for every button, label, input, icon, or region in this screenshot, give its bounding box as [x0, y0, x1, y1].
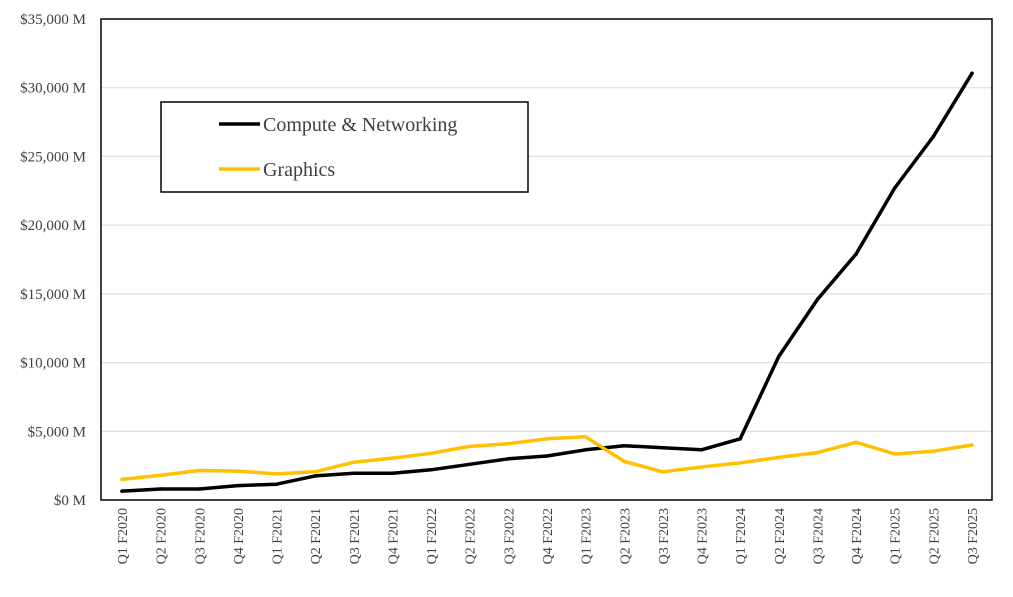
x-tick-label: Q1 F2025: [889, 508, 904, 564]
x-tick-label: Q1 F2023: [580, 508, 595, 564]
data-point-compute-networking: [970, 71, 974, 76]
data-point-compute-networking: [699, 448, 704, 452]
data-point-graphics: [661, 470, 665, 474]
legend-label-graphics: Graphics: [263, 159, 335, 181]
data-point-compute-networking: [158, 487, 163, 491]
data-point-graphics: [970, 443, 974, 447]
data-point-graphics: [777, 455, 781, 460]
data-point-graphics: [313, 470, 317, 474]
plot-area-border: [100, 18, 993, 501]
x-tick-label: Q2 F2021: [309, 508, 324, 564]
data-point-compute-networking: [738, 437, 742, 441]
data-point-compute-networking: [236, 483, 240, 488]
data-point-compute-networking: [120, 489, 124, 493]
y-tick-label: $0 M: [54, 493, 86, 509]
x-tick-label: Q2 F2022: [464, 508, 479, 564]
x-tick-label: Q3 F2025: [966, 508, 981, 564]
data-point-compute-networking: [274, 482, 279, 486]
data-point-compute-networking: [390, 471, 395, 475]
data-point-compute-networking: [313, 474, 317, 478]
y-tick-label: $35,000 M: [20, 12, 86, 28]
data-point-graphics: [274, 472, 279, 476]
data-point-graphics: [931, 449, 936, 453]
series-lines: [120, 71, 974, 493]
data-point-graphics: [622, 459, 627, 464]
y-tick-label: $10,000 M: [20, 356, 86, 372]
data-point-graphics: [815, 450, 820, 455]
x-tick-label: Q2 F2025: [927, 508, 942, 564]
x-tick-label: Q2 F2024: [773, 508, 788, 564]
data-point-graphics: [429, 451, 433, 456]
data-point-graphics: [158, 473, 163, 478]
data-point-compute-networking: [892, 186, 897, 190]
y-tick-label: $5,000 M: [28, 424, 86, 440]
x-tick-label: Q4 F2024: [850, 508, 865, 564]
x-tick-label: Q1 F2022: [425, 508, 440, 564]
data-point-graphics: [390, 456, 395, 460]
x-tick-label: Q3 F2023: [657, 508, 672, 564]
data-point-graphics: [120, 477, 124, 482]
series-line-graphics: [120, 435, 974, 482]
data-point-compute-networking: [506, 457, 511, 461]
x-tick-label: Q3 F2022: [502, 508, 517, 564]
data-point-compute-networking: [583, 448, 588, 452]
data-point-graphics: [854, 440, 858, 445]
x-tick-label: Q3 F2020: [193, 508, 208, 564]
legend-box: [160, 101, 529, 193]
data-point-graphics: [506, 441, 511, 446]
data-point-graphics: [545, 437, 549, 441]
data-point-graphics: [197, 468, 202, 473]
x-tick-label: Q1 F2024: [734, 508, 749, 564]
x-tick-label: Q4 F2020: [232, 508, 247, 564]
data-point-graphics: [467, 444, 472, 449]
series-graphics: [120, 435, 974, 482]
series-compute-networking: [120, 71, 974, 493]
x-tick-label: Q1 F2020: [116, 508, 131, 564]
x-tick-label: Q4 F2021: [386, 508, 401, 564]
data-point-graphics: [892, 452, 897, 456]
data-point-compute-networking: [197, 487, 202, 491]
data-point-compute-networking: [777, 354, 781, 359]
x-tick-label: Q3 F2024: [811, 508, 826, 564]
x-axis-tick-labels: Q1 F2020 Q2 F2020 Q3 F2020 Q4 F2020 Q1 F2021…: [116, 508, 981, 564]
data-point-compute-networking: [545, 454, 549, 458]
y-tick-label: $15,000 M: [20, 287, 86, 303]
x-tick-label: Q3 F2021: [348, 508, 363, 564]
data-point-graphics: [583, 435, 588, 439]
legend: Compute & Networking Graphics: [160, 101, 529, 193]
y-tick-label: $30,000 M: [20, 81, 86, 97]
x-tick-label: Q4 F2023: [696, 508, 711, 564]
data-point-compute-networking: [854, 252, 858, 256]
x-tick-label: Q1 F2021: [271, 508, 286, 564]
data-point-graphics: [352, 460, 356, 464]
data-point-compute-networking: [429, 468, 433, 472]
x-tick-label: Q2 F2023: [618, 508, 633, 564]
data-point-compute-networking: [931, 134, 936, 139]
data-point-compute-networking: [815, 297, 820, 302]
x-tick-label: Q4 F2022: [541, 508, 556, 564]
data-point-compute-networking: [352, 471, 356, 475]
data-point-graphics: [236, 469, 240, 473]
y-tick-label: $25,000 M: [20, 149, 86, 165]
data-point-compute-networking: [622, 443, 627, 448]
data-point-graphics: [738, 461, 742, 465]
y-axis-tick-labels: $0 M $5,000 M $10,000 M $15,000 M $20,000 M $…: [20, 12, 86, 509]
legend-label-compute-networking: Compute & Networking: [263, 114, 457, 136]
data-point-compute-networking: [467, 462, 472, 467]
y-tick-label: $20,000 M: [20, 218, 86, 234]
data-point-compute-networking: [661, 446, 665, 450]
data-point-graphics: [699, 465, 704, 469]
x-tick-label: Q2 F2020: [155, 508, 170, 564]
